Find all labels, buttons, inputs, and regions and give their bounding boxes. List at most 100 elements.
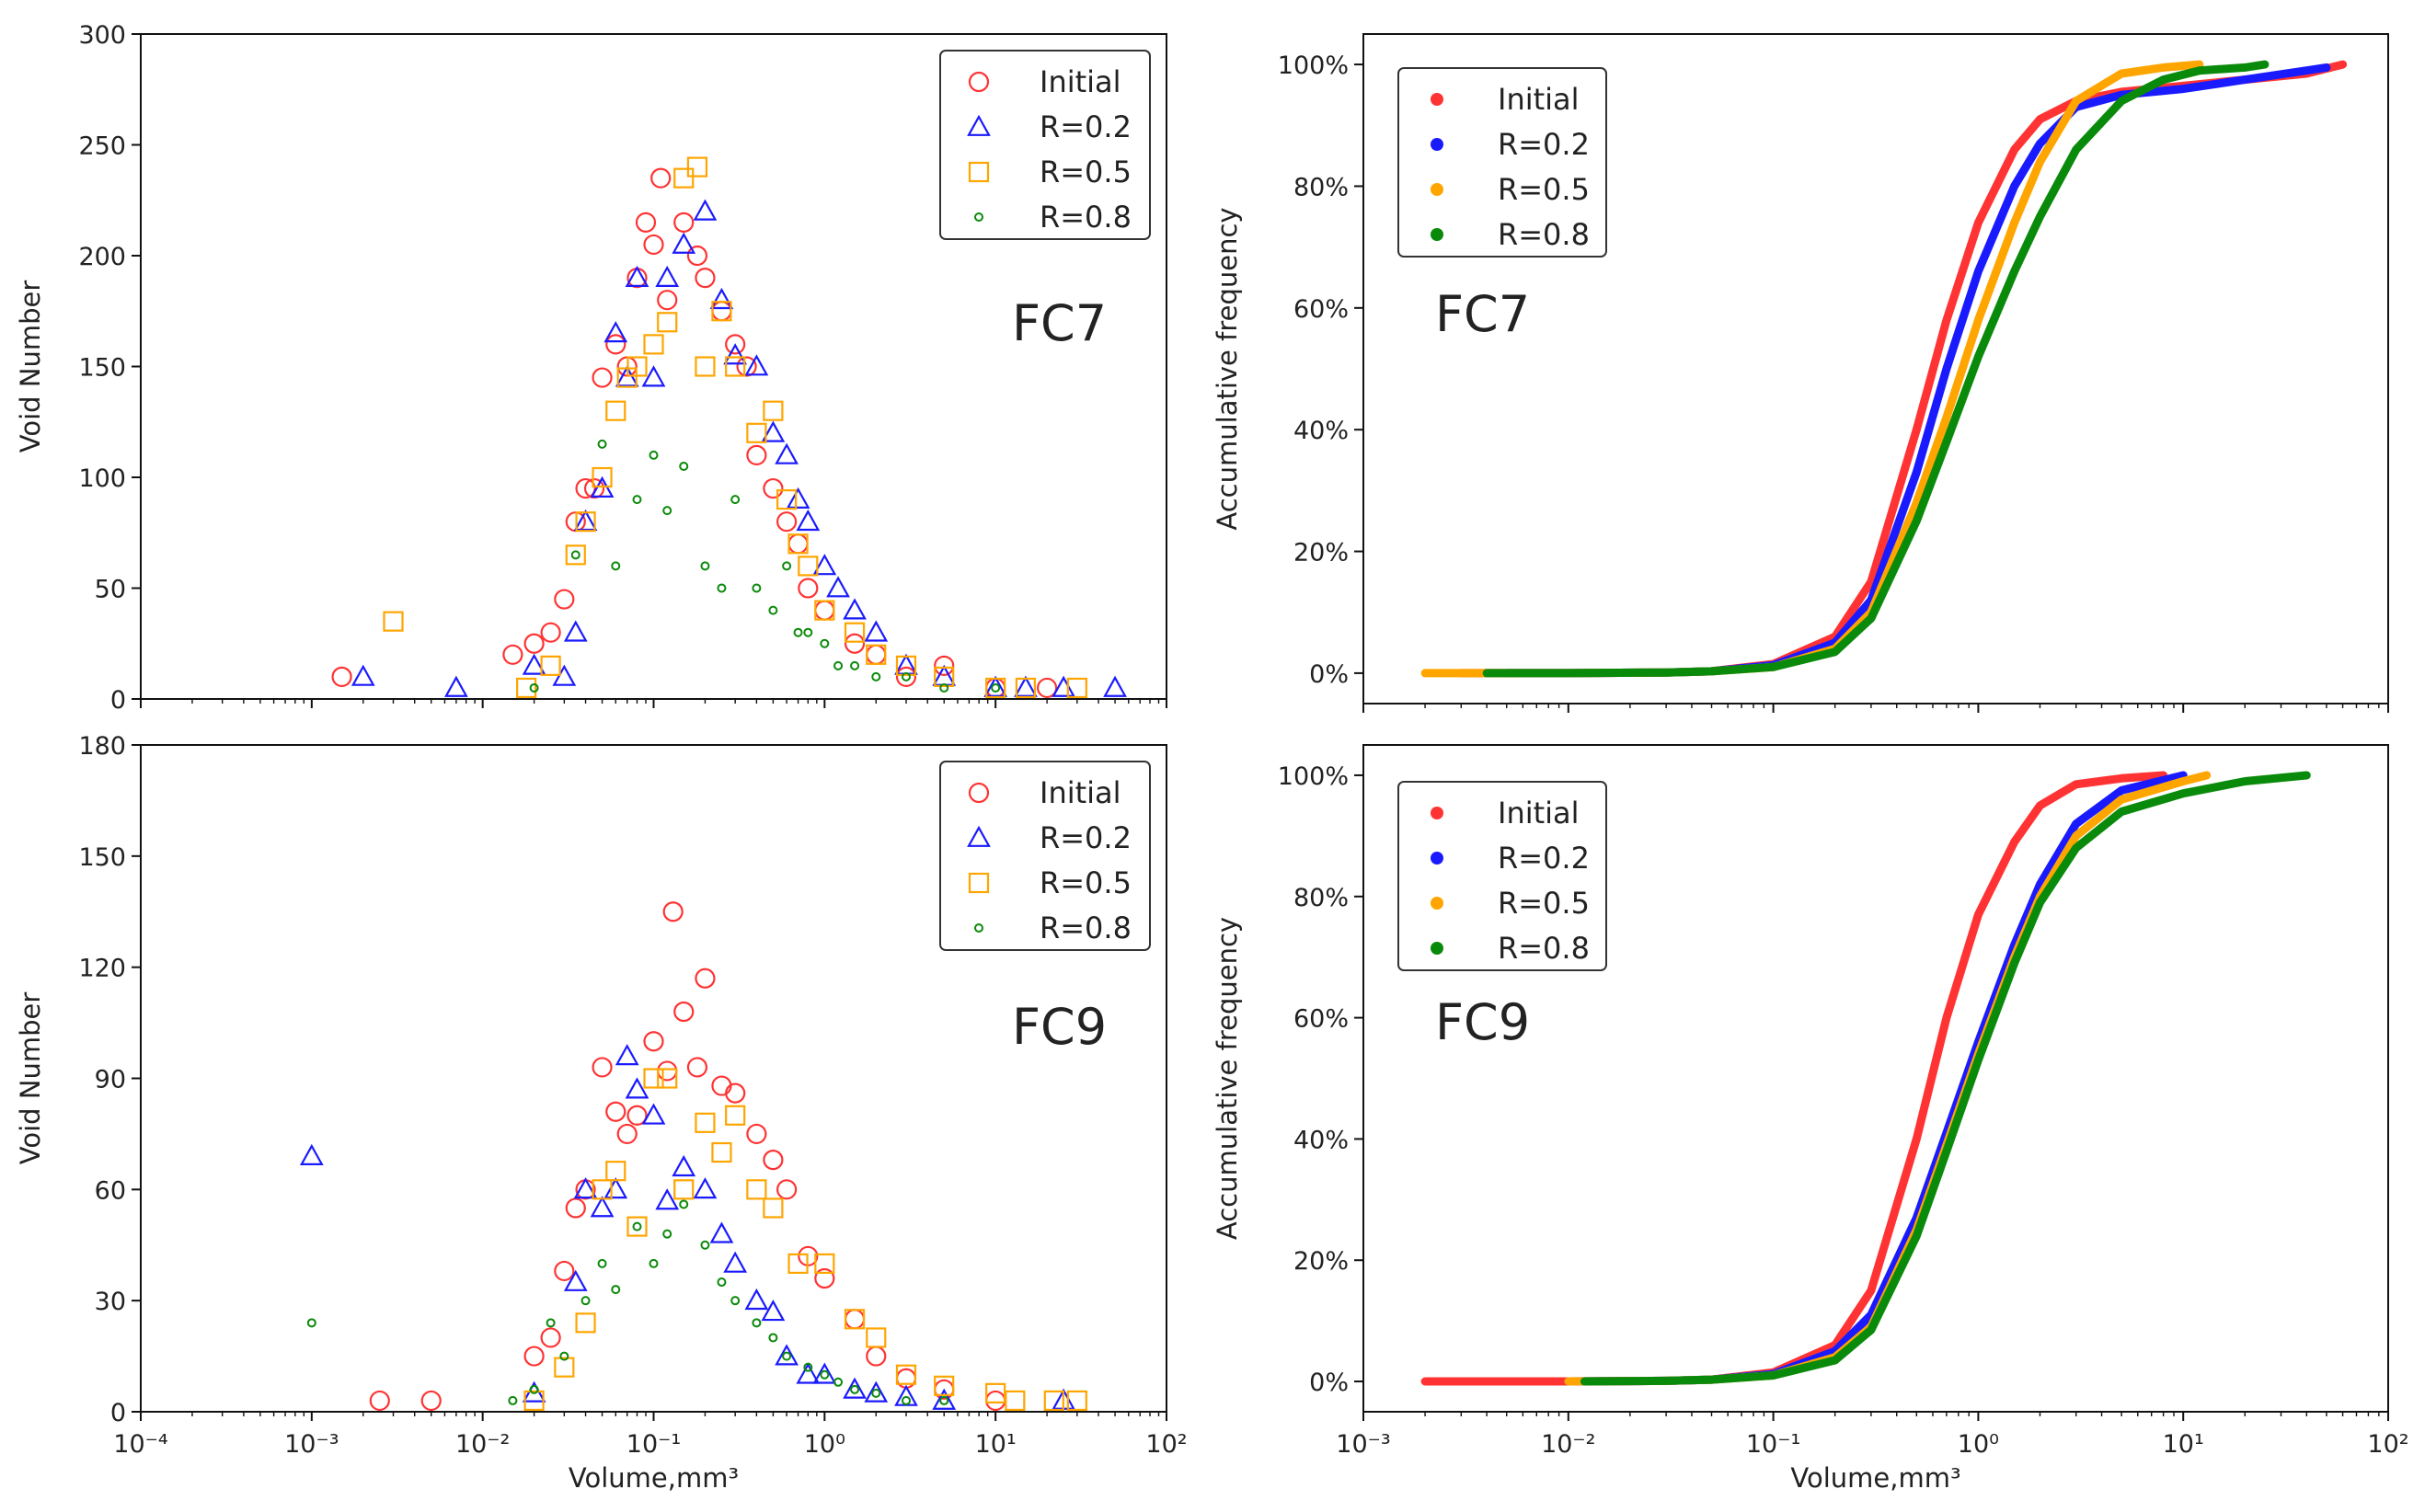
data-point <box>554 1357 575 1378</box>
data-point <box>383 611 404 632</box>
data-point <box>597 439 607 449</box>
data-point <box>2010 182 2018 190</box>
x-tick-label: 10⁻² <box>1541 1430 1595 1459</box>
data-point <box>657 290 678 311</box>
data-point <box>985 1390 1006 1412</box>
legend-label: R=0.2 <box>1040 820 1132 855</box>
data-point <box>1662 669 1671 677</box>
legend-marker <box>967 825 991 847</box>
series-line <box>1580 771 2311 1386</box>
data-point <box>2036 801 2044 809</box>
data-point <box>1942 438 1950 446</box>
data-point <box>793 627 803 637</box>
legend-label: R=0.8 <box>1040 200 1132 235</box>
data-point <box>444 675 468 697</box>
data-point <box>1769 663 1777 671</box>
data-point <box>573 509 598 532</box>
data-point <box>592 1057 613 1078</box>
data-point <box>2159 75 2167 84</box>
data-point <box>763 1150 784 1171</box>
x-axis-label: Volume,mm³ <box>1790 1462 1960 1494</box>
data-point <box>559 1351 569 1361</box>
data-point <box>643 1068 664 1089</box>
chart-panel-1: 0 50 100 150 200 250 300 Void Number FC7 Initial R… <box>15 21 1167 715</box>
data-point <box>649 450 659 460</box>
data-point <box>761 420 786 442</box>
data-point <box>540 655 561 676</box>
data-point <box>768 605 778 615</box>
series-r-0-8 <box>306 1199 949 1405</box>
series-r-0-2 <box>351 199 1127 697</box>
data-point <box>864 1380 889 1403</box>
data-point <box>775 442 799 464</box>
data-point <box>864 620 889 642</box>
data-point <box>695 968 716 989</box>
data-point <box>580 1296 591 1306</box>
data-point <box>546 1318 556 1328</box>
data-point <box>1942 413 1950 421</box>
data-point <box>939 682 949 693</box>
data-point <box>717 1277 727 1288</box>
y-tick-label: 20% <box>1293 1247 1349 1276</box>
data-point <box>626 1105 648 1126</box>
data-point <box>2179 777 2188 785</box>
data-point <box>1974 219 1983 227</box>
data-point <box>2036 212 2044 221</box>
data-point <box>632 1221 642 1231</box>
data-point <box>1942 1147 1950 1155</box>
data-point <box>850 660 860 670</box>
data-point <box>673 212 695 233</box>
data-point <box>1974 316 1983 325</box>
data-point <box>686 1057 708 1078</box>
data-point <box>650 167 672 189</box>
legend: Initial R=0.2 R=0.5 R=0.8 <box>939 50 1151 240</box>
data-point <box>1421 669 1430 677</box>
data-point <box>2159 63 2167 72</box>
data-point <box>554 1260 575 1282</box>
data-point <box>798 556 819 577</box>
data-point <box>736 356 757 377</box>
data-point <box>523 633 545 654</box>
data-point <box>508 1395 518 1405</box>
data-point <box>796 509 821 532</box>
data-point <box>590 1196 615 1218</box>
data-point <box>679 461 689 471</box>
data-point <box>2118 796 2126 804</box>
data-point <box>565 544 586 566</box>
x-tick-label: 10⁻² <box>455 1430 510 1459</box>
data-point <box>746 422 767 443</box>
data-point <box>2118 97 2126 105</box>
x-tick-label: 10² <box>2367 1430 2408 1459</box>
data-point <box>2322 63 2330 72</box>
legend-marker <box>1431 897 1443 910</box>
data-point <box>625 265 649 287</box>
data-point <box>2241 777 2249 785</box>
x-tick-label: 10¹ <box>2163 1430 2204 1459</box>
series-line <box>1564 771 2188 1386</box>
data-point <box>1974 911 1983 919</box>
legend-marker <box>1431 942 1443 955</box>
data-point <box>1037 677 1058 699</box>
legend-label: R=0.8 <box>1498 217 1590 252</box>
series-initial <box>369 901 1006 1412</box>
data-point <box>2036 899 2044 907</box>
data-point <box>787 533 809 555</box>
data-point <box>700 1240 710 1250</box>
data-point <box>820 638 830 648</box>
data-point <box>502 644 523 665</box>
data-point <box>985 677 1006 699</box>
data-point <box>2179 85 2188 93</box>
legend: Initial R=0.2 R=0.5 R=0.8 <box>939 761 1151 951</box>
legend-label: R=0.8 <box>1498 931 1590 966</box>
data-point <box>746 1179 767 1200</box>
data-point <box>803 627 813 637</box>
data-point <box>2010 959 2018 968</box>
legend-label: Initial <box>1498 796 1580 830</box>
legend-label: R=0.2 <box>1040 109 1132 144</box>
data-point <box>575 511 596 533</box>
y-tick-label: 60% <box>1293 295 1349 324</box>
data-point <box>672 232 696 254</box>
data-point <box>812 1362 837 1384</box>
data-point <box>1942 316 1950 325</box>
